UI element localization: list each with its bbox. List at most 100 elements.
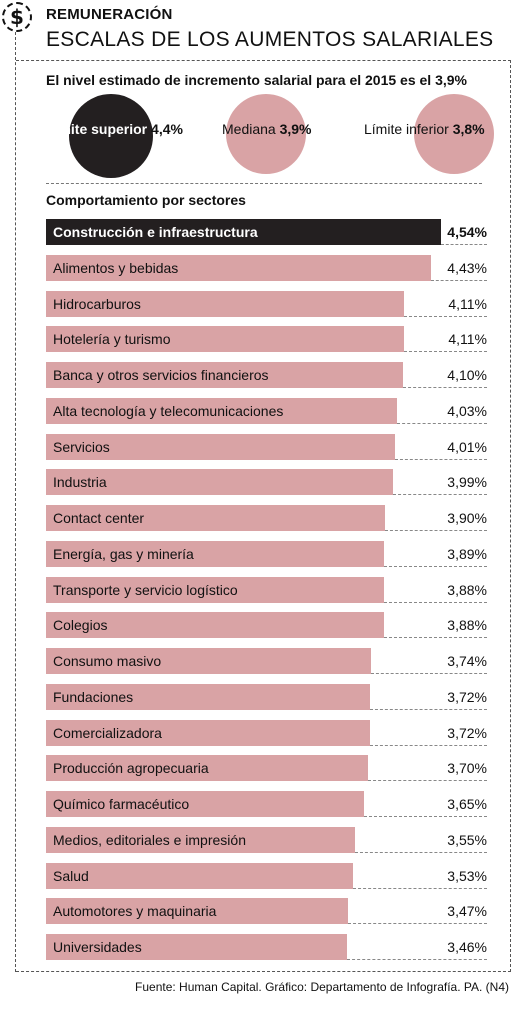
sector-row: Universidades 3,46%: [46, 934, 487, 960]
sector-row: Construcción e infraestructura 4,54%: [46, 219, 487, 245]
sector-value: 3,88%: [447, 582, 487, 598]
sector-label: Hidrocarburos: [53, 296, 141, 312]
sector-row: Energía, gas y minería 3,89%: [46, 541, 487, 567]
sector-label: Industria: [53, 474, 107, 490]
row-divider: [385, 530, 487, 531]
sector-value: 4,01%: [447, 439, 487, 455]
sector-value: 3,72%: [447, 725, 487, 741]
sector-label: Consumo masivo: [53, 653, 162, 669]
sector-label: Banca y otros servicios financieros: [53, 367, 269, 383]
sector-row: Banca y otros servicios financieros 4,10%: [46, 362, 487, 388]
divider: [46, 183, 482, 184]
sector-value: 4,11%: [448, 296, 487, 312]
row-divider: [368, 780, 487, 781]
sector-row: Alta tecnología y telecomunicaciones 4,03…: [46, 398, 487, 424]
row-divider: [371, 673, 487, 674]
sector-row: Fundaciones 3,72%: [46, 684, 487, 710]
median-circle: [226, 94, 306, 174]
sector-row: Producción agropecuaria 3,70%: [46, 755, 487, 781]
sector-value: 3,70%: [447, 760, 487, 776]
sector-label: Alimentos y bebidas: [53, 260, 179, 276]
sector-bar: [46, 398, 397, 424]
sector-bar: [46, 326, 404, 352]
sector-bar: [46, 648, 371, 674]
sector-row: Comercializadora 3,72%: [46, 720, 487, 746]
sector-value: 4,11%: [448, 331, 487, 347]
sector-bar: [46, 219, 441, 245]
row-divider: [353, 888, 487, 889]
sector-row: Hidrocarburos 4,11%: [46, 291, 487, 317]
sector-label: Químico farmacéutico: [53, 796, 190, 812]
sector-label: Fundaciones: [53, 689, 134, 705]
sector-row: Industria 3,99%: [46, 469, 487, 495]
sector-row: Transporte y servicio logístico 3,88%: [46, 577, 487, 603]
sector-label: Transporte y servicio logístico: [53, 582, 238, 598]
row-divider: [403, 387, 487, 388]
lower-limit-value: 3,8%: [452, 121, 485, 137]
row-divider: [404, 316, 487, 317]
dollar-icon: $: [2, 2, 32, 32]
sector-value: 3,55%: [447, 832, 487, 848]
sector-bar: [46, 934, 347, 960]
upper-limit-value: 4,4%: [151, 121, 183, 137]
row-divider: [441, 244, 487, 245]
sector-row: Servicios 4,01%: [46, 434, 487, 460]
sector-value: 3,74%: [447, 653, 487, 669]
sector-label: Salud: [53, 868, 89, 884]
sector-value: 3,89%: [447, 546, 487, 562]
sector-label: Construcción e infraestructura: [53, 224, 258, 240]
sector-value: 4,43%: [447, 260, 487, 276]
sector-row: Medios, editoriales e impresión 3,55%: [46, 827, 487, 853]
sector-bar: [46, 362, 403, 388]
sector-bar: [46, 577, 384, 603]
row-divider: [370, 745, 487, 746]
infographic-panel: [16, 60, 511, 972]
sector-value: 3,99%: [447, 474, 487, 490]
median-value: 3,9%: [279, 121, 312, 137]
row-divider: [384, 566, 487, 567]
source-footer: Fuente: Human Capital. Gráfico: Departam…: [135, 980, 509, 994]
sector-value: 3,46%: [447, 939, 487, 955]
sector-label: Hotelería y turismo: [53, 331, 171, 347]
row-divider: [364, 816, 487, 817]
row-divider: [384, 602, 487, 603]
sector-label: Medios, editoriales e impresión: [53, 832, 246, 848]
sector-label: Colegios: [53, 617, 108, 633]
sector-value: 4,10%: [447, 367, 487, 383]
sector-label: Alta tecnología y telecomunicaciones: [53, 403, 284, 419]
sector-value: 4,54%: [447, 224, 487, 240]
sector-bar: [46, 791, 364, 817]
sector-row: Químico farmacéutico 3,65%: [46, 791, 487, 817]
row-divider: [397, 423, 487, 424]
row-divider: [404, 351, 487, 352]
row-divider: [355, 852, 487, 853]
sector-value: 3,47%: [447, 903, 487, 919]
sector-row: Alimentos y bebidas 4,43%: [46, 255, 487, 281]
row-divider: [348, 923, 487, 924]
sector-row: Colegios 3,88%: [46, 612, 487, 638]
sector-label: Automotores y maquinaria: [53, 903, 217, 919]
section-title: Comportamiento por sectores: [46, 192, 246, 208]
row-divider: [370, 709, 487, 710]
row-divider: [347, 959, 487, 960]
sector-value: 3,88%: [447, 617, 487, 633]
sector-bar: [46, 505, 385, 531]
sector-label: Servicios: [53, 439, 110, 455]
sector-bar: [46, 612, 384, 638]
sector-row: Hotelería y turismo 4,11%: [46, 326, 487, 352]
row-divider: [395, 459, 487, 460]
section-kicker: REMUNERACIÓN: [46, 6, 173, 23]
sector-bar: [46, 255, 431, 281]
sector-row: Contact center 3,90%: [46, 505, 487, 531]
sector-bar: [46, 720, 370, 746]
sector-row: Consumo masivo 3,74%: [46, 648, 487, 674]
sector-value: 3,65%: [447, 796, 487, 812]
sector-bar: [46, 434, 395, 460]
sector-bar: [46, 684, 370, 710]
sector-bar: [46, 898, 348, 924]
sector-value: 3,90%: [447, 510, 487, 526]
lower-limit-circle: [414, 94, 494, 174]
row-divider: [384, 637, 487, 638]
sector-row: Automotores y maquinaria 3,47%: [46, 898, 487, 924]
estimate-text: El nivel estimado de incremento salarial…: [46, 72, 467, 88]
